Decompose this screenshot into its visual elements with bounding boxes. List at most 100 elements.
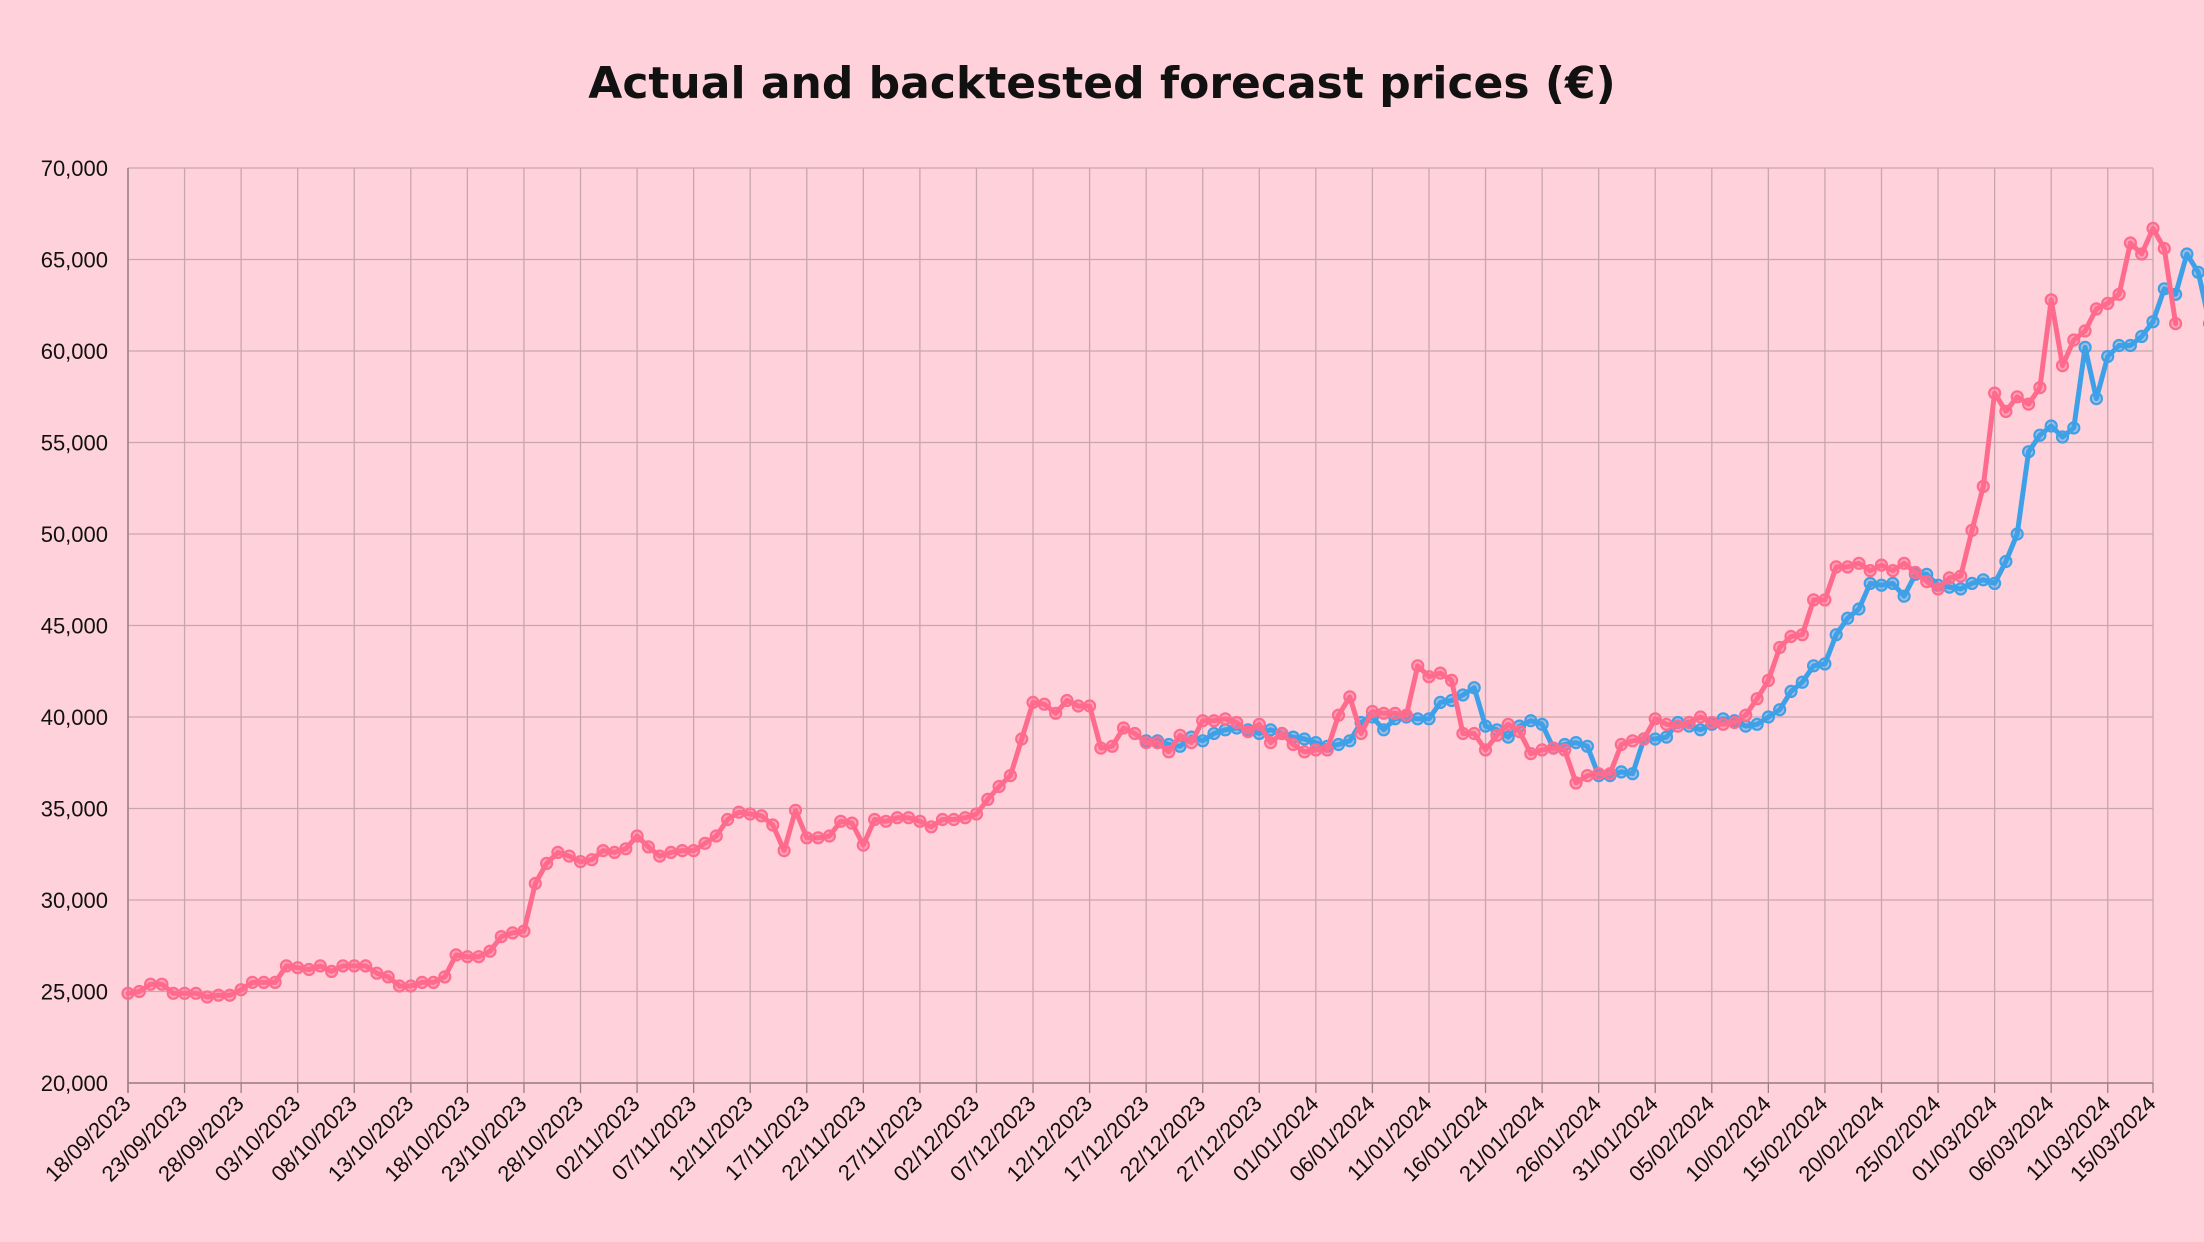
data-point [1954, 569, 1968, 583]
data-point [935, 812, 950, 827]
data-point [901, 811, 916, 825]
data-point [302, 962, 316, 977]
data-point [924, 820, 938, 834]
data-point [528, 876, 542, 891]
data-point [1580, 768, 1595, 783]
data-point [1433, 695, 1447, 710]
data-point [1874, 578, 1889, 592]
data-point [1863, 563, 1877, 578]
data-point [1377, 706, 1391, 720]
data-point [1297, 732, 1312, 746]
data-point [336, 959, 350, 973]
data-point [1015, 732, 1029, 746]
data-point [1784, 629, 1798, 644]
data-point [1739, 719, 1753, 733]
data-point [1671, 719, 1685, 733]
data-point [551, 845, 565, 860]
data-point [1852, 602, 1866, 616]
data-point [720, 812, 735, 827]
data-point [2010, 527, 2024, 541]
data-point [573, 854, 588, 869]
data-point [1490, 728, 1504, 742]
data-point [2033, 428, 2047, 442]
data-point [2180, 247, 2194, 261]
data-point [1275, 726, 1289, 741]
y-tick-label: 40,000 [41, 705, 108, 730]
data-point [1818, 657, 1832, 671]
y-tick-label: 60,000 [41, 339, 108, 364]
data-point [1252, 717, 1266, 731]
data-point [291, 961, 305, 975]
data-point [2169, 317, 2183, 331]
data-point [1060, 693, 1074, 708]
data-point [1162, 745, 1176, 759]
data-point [426, 975, 440, 990]
data-point [1829, 560, 1843, 574]
data-point [1886, 576, 1900, 591]
data-point [1897, 556, 1911, 570]
data-point [800, 831, 814, 845]
data-point [2112, 338, 2126, 353]
data-point [845, 816, 859, 830]
data-point [460, 950, 474, 964]
data-point [2101, 349, 2115, 364]
data-point [2021, 445, 2036, 459]
data-point [1863, 576, 1877, 591]
data-point [879, 814, 893, 828]
data-point [1659, 730, 1674, 744]
data-point [1331, 737, 1346, 752]
data-point [969, 807, 984, 821]
data-point [1739, 708, 1753, 722]
data-point [370, 966, 384, 980]
data-point [1659, 717, 1674, 731]
data-point [279, 959, 293, 973]
data-point [1512, 724, 1527, 739]
data-point [1286, 737, 1300, 752]
data-point [211, 988, 226, 1002]
data-point [1263, 735, 1278, 750]
data-point [1116, 721, 1131, 735]
data-point [2033, 381, 2047, 395]
data-point [822, 829, 837, 843]
data-point [1773, 640, 1787, 655]
data-point [1637, 732, 1651, 746]
y-tick-label: 50,000 [41, 522, 108, 547]
data-point [607, 845, 622, 860]
data-point [1535, 717, 1549, 731]
series-lines [121, 221, 2204, 1004]
data-point [1761, 673, 1776, 688]
y-tick-label: 35,000 [41, 797, 108, 822]
y-tick-labels: 20,000 25,000 30,000 35,000 40,000 45,000 50,0… [41, 156, 108, 1096]
data-point [2146, 221, 2160, 235]
data-point [1987, 576, 2002, 591]
data-point [1331, 708, 1346, 722]
data-point [856, 838, 870, 852]
data-point [1082, 699, 1097, 713]
data-point [1592, 767, 1606, 781]
data-point [1761, 710, 1776, 724]
data-point [257, 975, 271, 990]
data-point [1806, 593, 1821, 607]
data-point [1049, 706, 1063, 720]
data-point [2010, 390, 2024, 404]
data-point [359, 959, 373, 973]
data-point [1795, 628, 1809, 642]
data-point [1614, 765, 1628, 779]
data-point [653, 849, 667, 863]
data-point [1874, 558, 1889, 572]
data-point [404, 979, 418, 993]
data-point [1320, 743, 1334, 757]
data-point [2089, 392, 2103, 406]
data-point [630, 829, 644, 843]
data-point [1716, 717, 1730, 731]
data-point [1501, 730, 1515, 744]
data-point [155, 977, 169, 991]
data-point [144, 977, 158, 991]
data-point [505, 926, 520, 940]
data-point [1524, 714, 1538, 728]
data-point [1852, 556, 1866, 570]
chart-title: Actual and backtested forecast prices (€… [588, 58, 1616, 109]
data-point [1422, 712, 1436, 726]
data-point [200, 990, 214, 1004]
data-point [1173, 728, 1187, 742]
